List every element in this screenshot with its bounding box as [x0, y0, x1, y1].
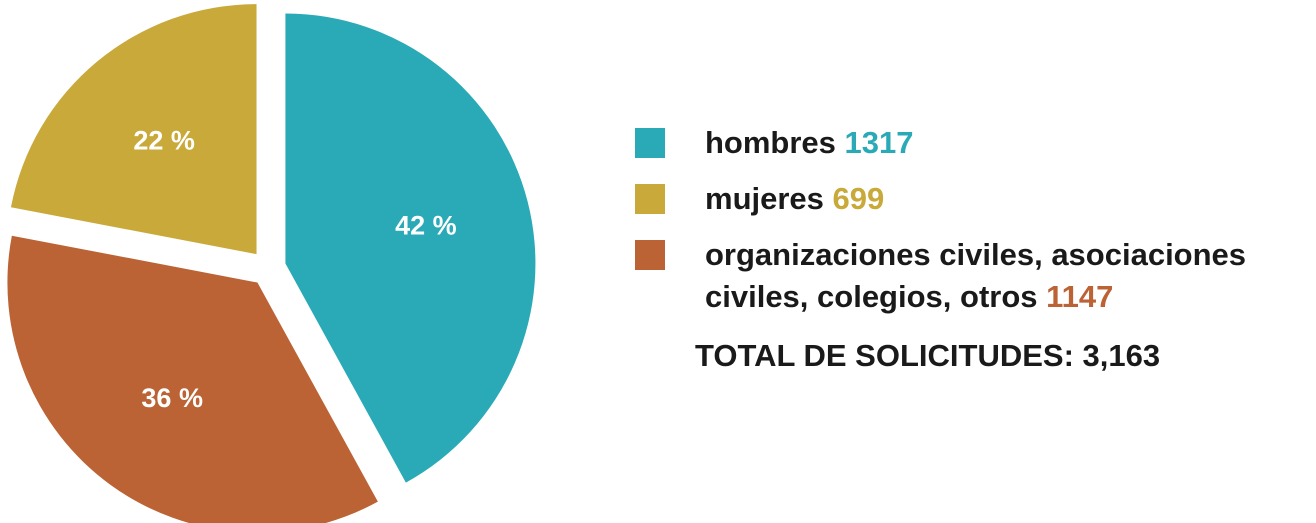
- legend-item: organizaciones civiles, asociaciones civ…: [635, 234, 1315, 318]
- pie-chart: 42 % 22 % 36 %: [7, 4, 536, 523]
- legend-count: 1317: [844, 125, 914, 160]
- legend-item: hombres 1317: [635, 122, 1315, 164]
- legend-swatch: [635, 128, 665, 158]
- legend-swatch: [635, 184, 665, 214]
- legend: hombres 1317 mujeres 699 organizaciones ci…: [635, 122, 1315, 374]
- pie-slice: [10, 4, 257, 255]
- legend-item: mujeres 699: [635, 178, 1315, 220]
- slice-label: 36 %: [141, 383, 203, 413]
- pie-slice: [7, 235, 378, 523]
- legend-count: 1147: [1046, 279, 1114, 314]
- legend-label: organizaciones civiles, asociaciones civ…: [705, 237, 1247, 314]
- pie-slice: [285, 13, 536, 483]
- legend-label: mujeres: [705, 181, 824, 216]
- total-annotation: TOTAL DE SOLICITUDES: 3,163: [695, 338, 1161, 373]
- slice-label: 22 %: [133, 126, 195, 156]
- legend-label: hombres: [705, 125, 836, 160]
- legend-swatch: [635, 240, 665, 270]
- legend-count: 699: [832, 181, 885, 216]
- slice-label: 42 %: [395, 211, 457, 241]
